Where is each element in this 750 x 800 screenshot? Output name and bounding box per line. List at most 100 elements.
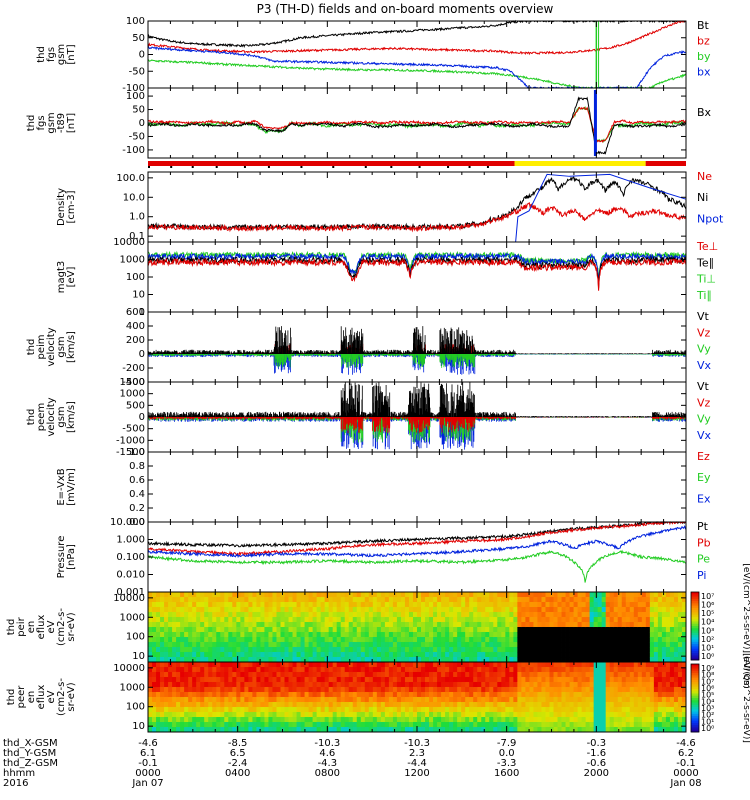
spec-cell (521, 627, 526, 633)
spec-cell (653, 687, 659, 693)
spec-cell (372, 672, 378, 678)
spec-cell (561, 717, 566, 723)
spec-cell (545, 597, 550, 603)
spec-cell (200, 707, 205, 713)
spec-cell (609, 627, 615, 633)
spec-cell (388, 712, 394, 718)
spec-cell (505, 682, 510, 688)
spec-cell (204, 662, 209, 668)
spec-cell (372, 677, 378, 683)
spec-cell (529, 597, 534, 603)
spec-cell (441, 652, 446, 658)
spec-cell (465, 677, 470, 683)
spec-cell (617, 672, 623, 678)
spec-cell (260, 652, 265, 658)
spec-cell (384, 722, 390, 728)
spec-cell (453, 612, 458, 618)
spec-cell (481, 707, 486, 713)
spec-cell (276, 717, 281, 723)
spec-cell (244, 667, 249, 673)
spec-cell (240, 657, 245, 663)
spec-cell (425, 607, 430, 613)
spec-cell (429, 647, 434, 653)
spec-cell (156, 727, 161, 733)
spec-cell (649, 647, 655, 653)
spec-cell (220, 667, 225, 673)
spec-cell (360, 652, 366, 658)
spec-cell (348, 607, 354, 613)
spec-cell (673, 662, 679, 668)
spec-cell (388, 627, 394, 633)
spec-cell (316, 687, 322, 693)
spec-cell (549, 597, 554, 603)
spec-cell (404, 697, 410, 703)
spec-cell (613, 682, 619, 688)
legend-label: Ex (697, 492, 711, 505)
spec-cell (677, 607, 683, 613)
spec-cell (220, 622, 225, 628)
spec-cell (573, 707, 578, 713)
spec-cell (437, 652, 442, 658)
spec-cell (244, 647, 249, 653)
spec-cell (577, 607, 583, 613)
colorbar-cell (691, 664, 699, 667)
spec-cell (621, 682, 627, 688)
spec-cell (581, 632, 587, 638)
spec-cell (348, 592, 354, 598)
spec-cell (437, 722, 442, 728)
spec-cell (284, 637, 289, 643)
spec-cell (645, 657, 651, 663)
spec-cell (336, 722, 342, 728)
spec-cell (256, 672, 261, 678)
y-axis-label-line: [mV/m] (66, 468, 77, 506)
spec-cell (605, 622, 611, 628)
spec-cell (324, 717, 330, 723)
spec-cell (673, 687, 679, 693)
spec-cell (561, 622, 566, 628)
spec-cell (192, 672, 197, 678)
spec-cell (268, 657, 273, 663)
spec-cell (537, 677, 542, 683)
spec-cell (284, 652, 289, 658)
spec-cell (509, 642, 514, 648)
spec-cell (180, 632, 185, 638)
spec-cell (408, 627, 414, 633)
spec-cell (581, 592, 587, 598)
spec-cell (328, 657, 334, 663)
spec-cell (481, 722, 486, 728)
spec-cell (400, 627, 406, 633)
spec-cell (661, 642, 667, 648)
spec-cell (513, 592, 518, 598)
spec-cell (549, 602, 554, 608)
spec-cell (533, 632, 538, 638)
spec-cell (669, 667, 675, 673)
spec-cell (509, 592, 514, 598)
colorbar-tick: 10⁸ (701, 671, 714, 680)
spec-cell (437, 632, 442, 638)
spec-cell (260, 687, 265, 693)
spec-cell (272, 687, 277, 693)
spec-cell (601, 622, 607, 628)
spec-cell (408, 702, 414, 708)
colorbar-tick: 10⁵ (701, 609, 714, 618)
spec-cell (637, 722, 643, 728)
spec-cell (669, 717, 675, 723)
spec-cell (529, 652, 534, 658)
spec-cell (396, 657, 402, 663)
y-tick-label: 1.0 (129, 212, 145, 223)
spec-cell (601, 717, 607, 723)
spec-cell (372, 622, 378, 628)
spec-cell (412, 632, 418, 638)
spec-cell (248, 687, 253, 693)
spec-cell (653, 622, 659, 628)
spec-cell (196, 667, 201, 673)
spec-cell (316, 667, 322, 673)
spec-cell (364, 697, 370, 703)
spec-cell (617, 677, 623, 683)
spec-cell (216, 702, 221, 708)
spec-cell (609, 607, 615, 613)
spec-cell (657, 657, 663, 663)
spec-cell (617, 662, 623, 668)
spec-cell (292, 632, 297, 638)
